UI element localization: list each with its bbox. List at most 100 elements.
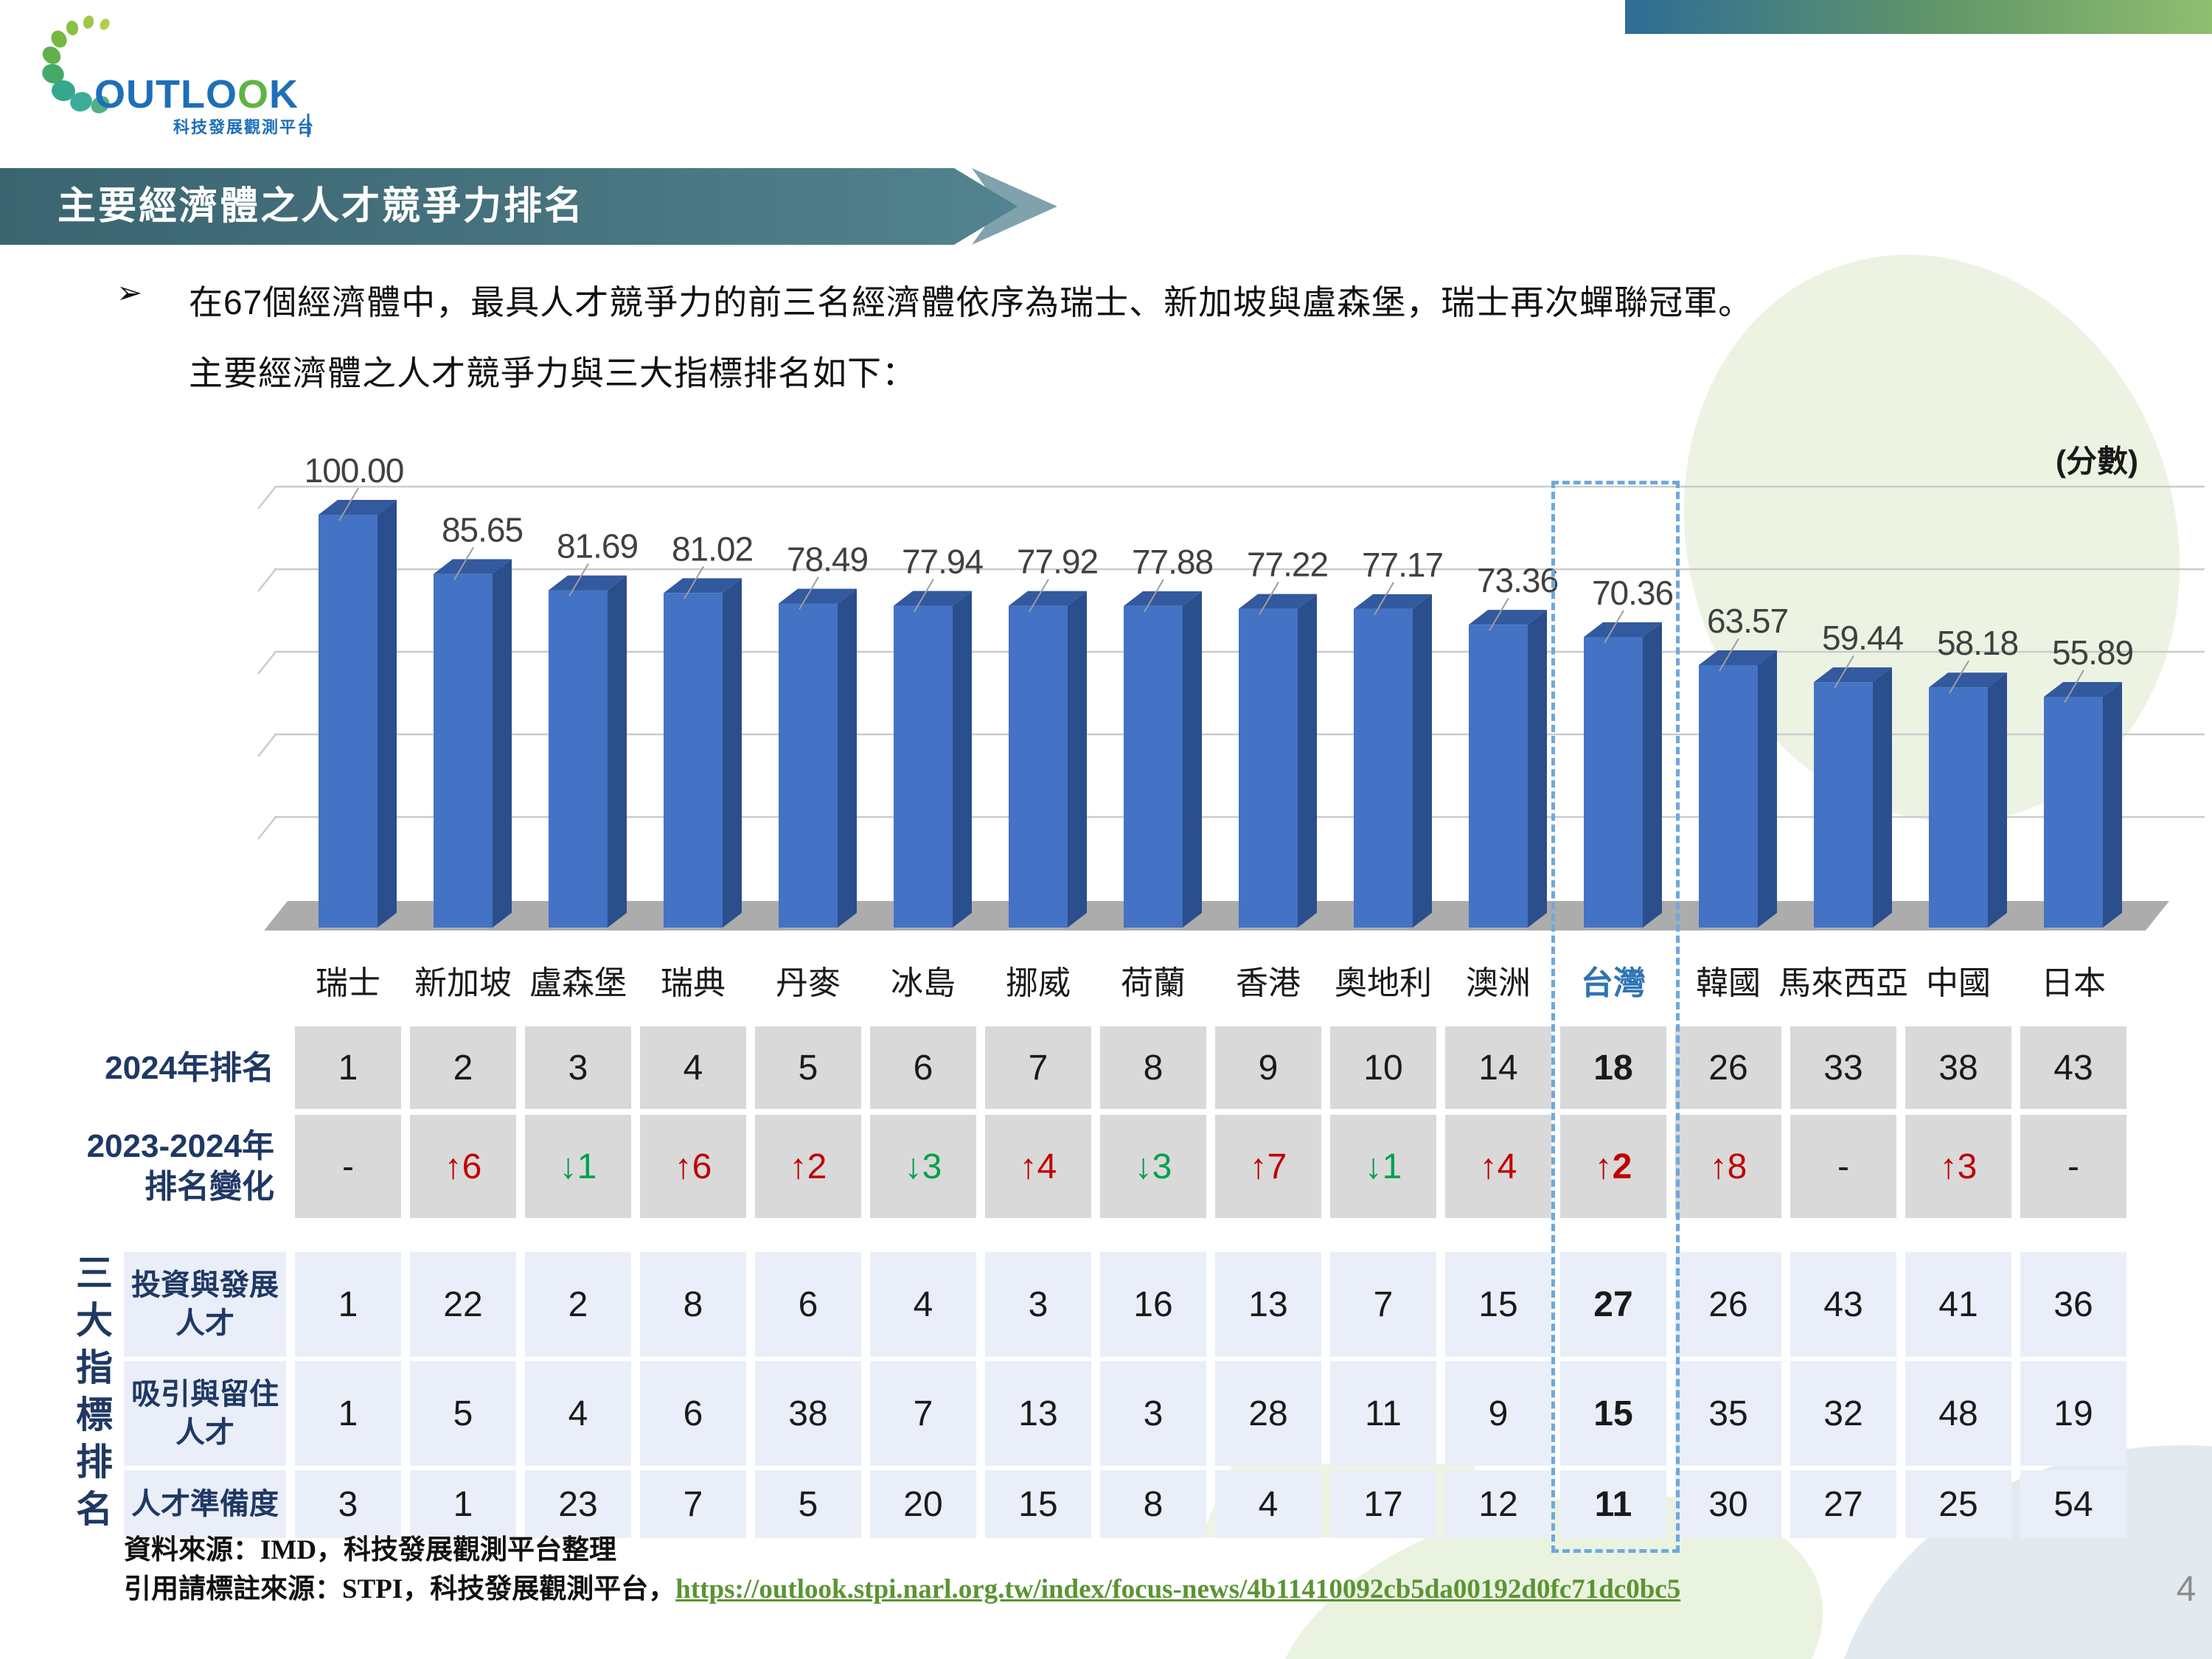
change-cell: ↑2 xyxy=(1560,1115,1666,1218)
bar-side-face xyxy=(493,559,512,928)
bar-top-face xyxy=(1009,591,1087,606)
indicator-cell: 5 xyxy=(410,1361,516,1466)
indicator-label: 吸引與留住人才 xyxy=(124,1361,286,1466)
indicator-cell: 54 xyxy=(2020,1470,2126,1538)
indicator-label-cell: 投資與發展人才 xyxy=(59,1252,286,1357)
bar-top-face xyxy=(434,559,512,574)
bar-top-face xyxy=(779,588,857,604)
indicator-cell: 7 xyxy=(640,1470,746,1538)
rank-cell: 26 xyxy=(1675,1026,1781,1109)
top-gradient-bar xyxy=(1625,0,2212,34)
label-leader-line xyxy=(568,563,589,597)
rank-cell: 9 xyxy=(1215,1026,1321,1109)
indicator-cell: 11 xyxy=(1330,1361,1436,1466)
indicator-cell: 8 xyxy=(640,1252,746,1357)
category-label: 瑞典 xyxy=(661,965,726,1001)
change-cell: ↑6 xyxy=(410,1115,516,1218)
label-leader-line xyxy=(1489,597,1509,631)
label-leader-line xyxy=(799,576,819,610)
indicator-cell: 20 xyxy=(870,1470,976,1538)
table-row: 投資與發展人才 1 22 2 8 6 4 3 16 13 7 15 27 26 43 41 36 xyxy=(59,1252,2132,1357)
indicator-label-cell: 人才準備度 xyxy=(59,1470,286,1538)
indicator-cell: 23 xyxy=(525,1470,631,1538)
chart-floor xyxy=(264,901,2169,931)
indicator-cell: 13 xyxy=(1215,1252,1321,1357)
bar xyxy=(319,515,378,928)
page-number: 4 xyxy=(2176,1570,2197,1609)
indicator-cell: 26 xyxy=(1675,1252,1781,1357)
indicator-cell: 12 xyxy=(1445,1470,1551,1538)
indicator-cell: 3 xyxy=(295,1470,401,1538)
source-link[interactable]: https://outlook.stpi.narl.org.tw/index/f… xyxy=(675,1574,1681,1604)
rank-cell: 18 xyxy=(1560,1026,1666,1109)
label-leader-line xyxy=(1259,582,1279,616)
rank-cell: 14 xyxy=(1445,1026,1551,1109)
bar xyxy=(779,603,838,928)
bar xyxy=(664,593,723,928)
source-line-1: 資料來源：IMD，科技發展觀測平台整理 xyxy=(124,1534,617,1565)
indicator-cell: 32 xyxy=(1790,1361,1896,1466)
bar-value-label: 100.00 xyxy=(305,451,404,490)
bar-value-label: 73.36 xyxy=(1477,561,1558,599)
bar-top-face xyxy=(1469,610,1547,625)
indicator-cell: 19 xyxy=(2020,1361,2126,1466)
bar xyxy=(1354,608,1413,928)
change-cell: - xyxy=(1790,1115,1896,1218)
bullet-arrow-icon: ➢ xyxy=(116,275,143,310)
change-cell: ↑4 xyxy=(1445,1115,1551,1218)
category-label: 瑞士 xyxy=(316,965,380,1001)
change-cell: - xyxy=(295,1115,401,1218)
rank-cell: 5 xyxy=(755,1026,861,1109)
bar-top-face xyxy=(664,578,742,594)
bar-side-face xyxy=(1298,594,1317,928)
bar-side-face xyxy=(723,578,742,928)
indicator-cell: 2 xyxy=(525,1252,631,1357)
change-cell: ↓3 xyxy=(1100,1115,1206,1218)
gridline-tick xyxy=(257,568,276,592)
indicator-cell: 15 xyxy=(1445,1252,1551,1357)
bar-side-face xyxy=(1183,591,1202,928)
category-label: 澳洲 xyxy=(1466,965,1531,1001)
change-cell: ↑2 xyxy=(755,1115,861,1218)
indicator-cell: 1 xyxy=(295,1252,401,1357)
indicator-cell: 4 xyxy=(525,1361,631,1466)
indicator-group-label: 三大指標排名 xyxy=(71,1253,112,1537)
category-label: 丹麥 xyxy=(776,965,841,1001)
indicator-cell: 3 xyxy=(1100,1361,1206,1466)
table-row: 吸引與留住人才 1 5 4 6 38 7 13 3 28 11 9 15 35 32 48 19 xyxy=(59,1361,2132,1466)
source-line-2: 引用請標註來源：STPI，科技發展觀測平台，https://outlook.st… xyxy=(124,1573,1681,1604)
intro-line-2: 主要經濟體之人才競爭力與三大指標排名如下： xyxy=(189,354,917,392)
label-leader-line xyxy=(1029,579,1049,613)
change-cell: ↑7 xyxy=(1215,1115,1321,1218)
indicator-group: 三大指標排名 投資與發展人才 1 22 2 8 6 4 3 16 13 7 15 27 26 43 41 36 吸引… xyxy=(59,1252,2132,1538)
indicator-cell: 35 xyxy=(1675,1361,1781,1466)
category-label: 韓國 xyxy=(1696,965,1761,1001)
category-label: 挪威 xyxy=(1006,965,1071,1001)
source-block: 資料來源：IMD，科技發展觀測平台整理 引用請標註來源：STPI，科技發展觀測平… xyxy=(124,1531,1680,1609)
indicator-label: 投資與發展人才 xyxy=(124,1252,286,1357)
gridline-tick xyxy=(257,651,276,675)
bar-side-face xyxy=(608,575,627,928)
bar xyxy=(1124,605,1183,928)
logo-brand-text: OUTLOOK xyxy=(94,72,299,116)
indicator-cell: 7 xyxy=(870,1361,976,1466)
bar-side-face xyxy=(1413,594,1432,928)
category-label: 馬來西亞 xyxy=(1778,965,1908,1001)
bar xyxy=(549,590,608,928)
category-label: 荷蘭 xyxy=(1121,965,1186,1001)
category-label: 香港 xyxy=(1236,965,1301,1001)
label-leader-line xyxy=(1144,579,1164,613)
bar-value-label: 77.94 xyxy=(902,543,984,581)
bar-value-label: 81.69 xyxy=(557,527,638,566)
indicator-cell: 25 xyxy=(1905,1470,2011,1538)
indicator-cell: 3 xyxy=(985,1252,1091,1357)
category-label: 日本 xyxy=(2041,965,2106,1001)
indicator-cell: 6 xyxy=(640,1361,746,1466)
row-label: 2024年排名 xyxy=(105,1049,274,1086)
label-leader-line xyxy=(1374,582,1394,616)
label-leader-line xyxy=(914,579,934,613)
bar-top-face xyxy=(1239,594,1317,609)
bar xyxy=(1239,608,1298,928)
indicator-cell: 4 xyxy=(1215,1470,1321,1538)
